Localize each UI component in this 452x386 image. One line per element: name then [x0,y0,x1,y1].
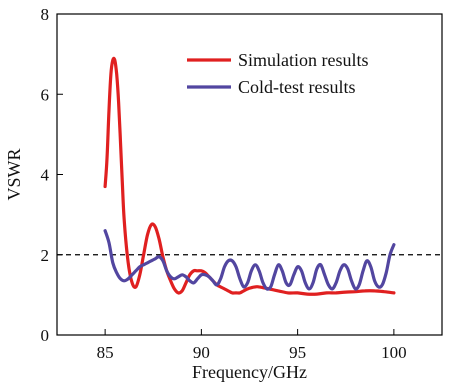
y-tick-label: 4 [41,166,50,185]
x-tick-label: 100 [381,343,407,362]
x-axis-title: Frequency/GHz [192,362,307,382]
y-tick-label: 2 [41,246,50,265]
series-lines [103,56,396,296]
y-axis-title: VSWR [4,148,24,200]
legend: Simulation results Cold-test results [187,50,369,97]
y-tick-label: 0 [41,326,50,345]
x-tick-label: 95 [289,343,306,362]
series-line-simulation [103,56,396,296]
series-line-cold-test [103,229,396,291]
legend-label-cold-test: Cold-test results [238,77,356,97]
y-axis-ticks: 0 2 4 6 8 [41,5,63,345]
x-axis-ticks: 85 90 95 100 [97,329,407,362]
y-tick-label: 6 [41,85,50,104]
x-tick-label: 90 [193,343,210,362]
legend-label-simulation: Simulation results [238,50,369,70]
y-tick-label: 8 [41,5,50,24]
x-tick-label: 85 [97,343,114,362]
